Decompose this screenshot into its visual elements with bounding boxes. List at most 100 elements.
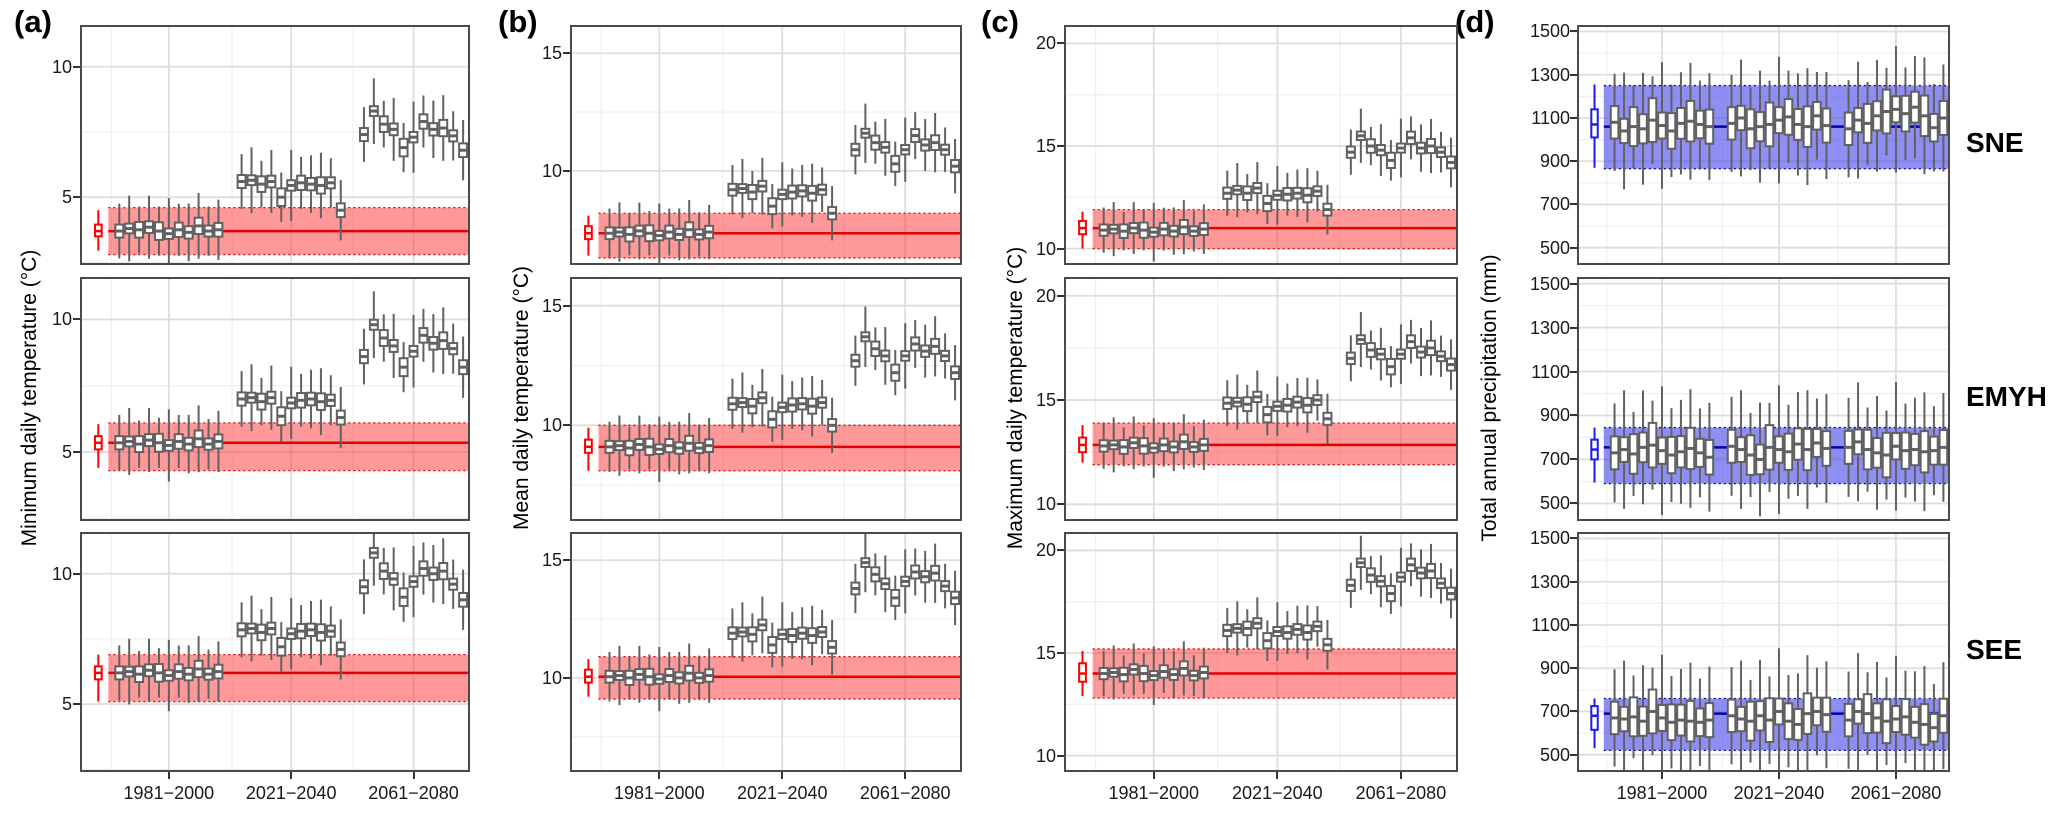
ensemble-boxplot <box>737 372 748 433</box>
ensemble-boxplot <box>870 327 881 371</box>
ensemble-boxplot <box>727 608 738 658</box>
ensemble-boxplot <box>315 599 326 666</box>
ensemble-boxplot <box>747 384 758 428</box>
y-tick-mark <box>1570 458 1577 461</box>
observed-boxplot <box>584 215 593 256</box>
y-tick-mark <box>1570 667 1577 670</box>
ensemble-boxplot <box>428 314 439 373</box>
ensemble-boxplot <box>940 333 951 379</box>
x-tick-mark <box>412 772 415 779</box>
ensemble-boxplot <box>1774 385 1784 514</box>
ensemble-boxplot <box>817 167 828 212</box>
y-tick-mark <box>1570 623 1577 626</box>
x-tick-label-period: 2021−2040 <box>245 783 337 803</box>
observed-boxplot <box>93 210 103 251</box>
ensemble-boxplot <box>604 652 615 702</box>
ensemble-boxplot <box>777 162 788 227</box>
ensemble-boxplot <box>827 186 838 241</box>
chart-b-see <box>570 532 962 772</box>
ensemble-boxplot <box>1242 384 1253 424</box>
ensemble-boxplot <box>1676 669 1686 771</box>
y-axis-title-precip: Total annual precipitation (mm) <box>1478 254 1501 542</box>
ensemble-boxplot <box>940 563 951 609</box>
ensemble-boxplot <box>378 100 389 148</box>
ensemble-boxplot <box>787 612 798 659</box>
ensemble-boxplot <box>1148 202 1159 262</box>
chart-a-emyh <box>80 277 470 521</box>
subplot-precip-sne <box>1577 25 1950 265</box>
ensemble-boxplot <box>1118 427 1129 467</box>
ensemble-boxplot <box>408 545 419 618</box>
y-tick-mark <box>1570 580 1577 583</box>
y-tick-label: 700 <box>1539 194 1570 215</box>
ensemble-boxplot <box>880 555 891 613</box>
y-tick-label: 10 <box>1035 238 1056 259</box>
ensemble-boxplot <box>950 139 961 194</box>
ensemble-boxplot <box>1198 647 1209 698</box>
ensemble-boxplot <box>1666 408 1677 503</box>
ensemble-boxplot <box>1345 129 1356 175</box>
x-tick-label-period: 2021−2040 <box>1733 783 1825 803</box>
ensemble-boxplot <box>1188 655 1199 696</box>
y-tick-label: 5 <box>61 187 72 208</box>
subplot-min-temp-sne <box>80 25 470 265</box>
ensemble-boxplot <box>368 78 379 144</box>
ensemble-boxplot <box>418 95 429 148</box>
ensemble-boxplot <box>674 208 685 261</box>
ensemble-boxplot <box>1821 72 1832 180</box>
y-tick-mark <box>563 52 570 55</box>
ensemble-boxplot <box>1322 620 1333 670</box>
ensemble-boxplot <box>438 538 449 604</box>
ensemble-boxplot <box>900 323 911 389</box>
ensemble-boxplot <box>1872 662 1882 771</box>
ensemble-boxplot <box>428 100 439 159</box>
observed-boxplot <box>1078 211 1087 249</box>
x-tick-mark <box>781 772 784 779</box>
y-tick-mark <box>1057 294 1064 297</box>
ensemble-boxplot <box>807 163 818 223</box>
ensemble-boxplot <box>1793 73 1803 176</box>
ensemble-boxplot <box>203 649 214 699</box>
y-tick-label: 5 <box>61 442 72 463</box>
ensemble-boxplot <box>368 533 379 586</box>
ensemble-boxplot <box>1272 602 1283 661</box>
ensemble-boxplot <box>458 336 469 398</box>
ensemble-boxplot <box>920 324 931 378</box>
ensemble-boxplot <box>1222 607 1233 654</box>
ensemble-boxplot <box>266 150 277 214</box>
ensemble-boxplot <box>1910 671 1920 771</box>
ensemble-boxplot <box>654 416 665 482</box>
ensemble-boxplot <box>900 549 911 614</box>
ensemble-boxplot <box>634 202 645 260</box>
subplot-max-temp-sne <box>1064 25 1458 265</box>
x-tick-mark <box>1399 772 1402 779</box>
observed-boxplot <box>1078 650 1087 697</box>
ensemble-boxplot <box>797 164 808 217</box>
ensemble-boxplot <box>1415 124 1426 172</box>
ensemble-boxplot <box>163 409 174 482</box>
ensemble-boxplot <box>1862 407 1873 492</box>
x-tick-mark <box>1777 772 1780 779</box>
y-tick-mark <box>73 703 80 706</box>
y-tick-mark <box>1057 754 1064 757</box>
ensemble-boxplot <box>203 206 214 256</box>
ensemble-boxplot <box>1619 660 1629 771</box>
ensemble-boxplot <box>1395 547 1406 607</box>
ensemble-boxplot <box>777 602 788 667</box>
ensemble-boxplot <box>817 609 828 655</box>
ensemble-boxplot <box>1425 118 1436 174</box>
y-tick-label: 10 <box>541 415 562 436</box>
ensemble-boxplot <box>920 550 931 603</box>
ensemble-boxplot <box>144 638 154 702</box>
ensemble-boxplot <box>1843 671 1854 769</box>
ensemble-boxplot <box>1812 667 1822 756</box>
ensemble-boxplot <box>236 154 247 209</box>
chart-b-emyh <box>570 277 962 521</box>
ensemble-boxplot <box>850 563 861 614</box>
ensemble-boxplot <box>1619 390 1629 509</box>
x-tick-mark <box>1276 772 1279 779</box>
ensemble-boxplot <box>1098 207 1109 253</box>
ensemble-boxplot <box>1685 62 1696 180</box>
ensemble-boxplot <box>1919 392 1930 512</box>
ensemble-boxplot <box>1312 170 1323 212</box>
